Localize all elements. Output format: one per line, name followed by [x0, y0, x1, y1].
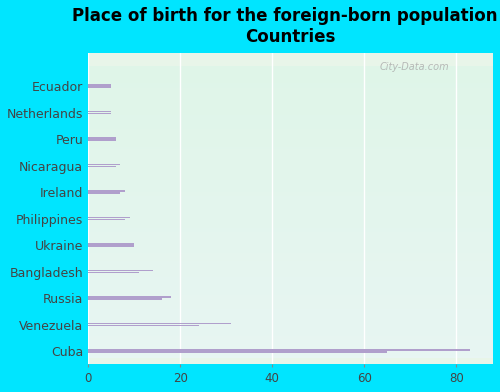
Bar [88, 325, 198, 327]
Bar [88, 137, 116, 139]
Bar [88, 349, 470, 351]
Bar [88, 296, 171, 298]
Bar [88, 243, 134, 245]
Bar [88, 164, 120, 165]
Bar [88, 219, 125, 220]
Bar [88, 245, 134, 247]
Bar [88, 323, 231, 324]
Bar [88, 351, 387, 353]
Bar [88, 270, 152, 271]
Bar [88, 139, 116, 141]
Bar [88, 190, 125, 192]
Bar [88, 298, 162, 300]
Bar [88, 217, 130, 218]
Text: City-Data.com: City-Data.com [380, 62, 450, 72]
Bar [88, 84, 111, 86]
Bar [88, 111, 111, 112]
Title: Place of birth for the foreign-born population -
Countries: Place of birth for the foreign-born popu… [72, 7, 500, 46]
Bar [88, 166, 116, 167]
Bar [88, 192, 120, 194]
Bar [88, 272, 139, 274]
Bar [88, 113, 111, 114]
Bar [88, 86, 111, 88]
